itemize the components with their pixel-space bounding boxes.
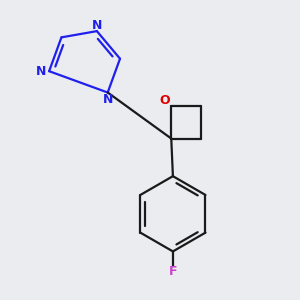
- Text: O: O: [159, 94, 170, 107]
- Text: F: F: [169, 265, 177, 278]
- Text: N: N: [92, 19, 102, 32]
- Text: N: N: [103, 93, 113, 106]
- Text: N: N: [36, 65, 46, 78]
